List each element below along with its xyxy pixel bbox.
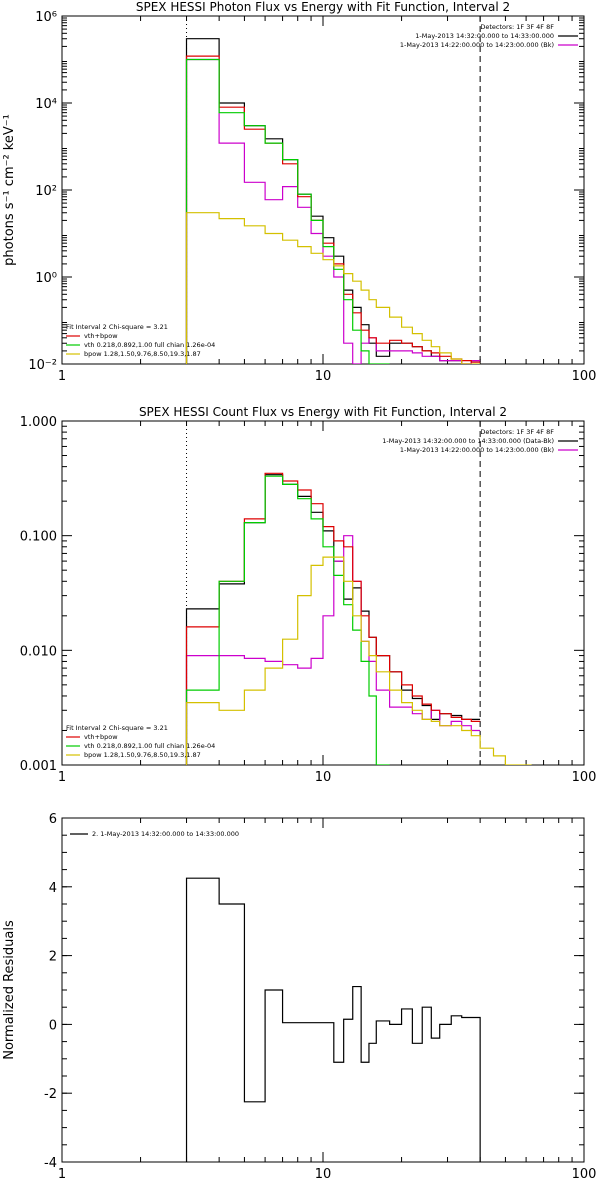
legend-entry: Fit Interval 2 Chi-square = 3.21: [66, 323, 168, 331]
legend-entry: Detectors: 1F 3F 4F 8F: [480, 428, 554, 436]
chart-panel-3: Normalized Residuals 1 10 100 -4 -2 0 2 4 6 2. 1-M…: [2, 812, 596, 1182]
legend-entry: 1-May-2013 14:32:00.000 to 14:33:00.000 …: [382, 437, 554, 445]
x-tick-label: 100: [572, 1167, 597, 1182]
series-total-line: [185, 55, 481, 364]
series-bk-line: [185, 58, 481, 364]
series-layer: [185, 472, 532, 765]
legend-entry: 2. 1-May-2013 14:32:00.000 to 14:33:00.0…: [92, 830, 239, 838]
chart-panel-2: SPEX HESSI Count Flux vs Energy with Fit…: [20, 405, 597, 785]
y-tick-label: 10²: [35, 184, 57, 199]
y-tick-label: -2: [44, 1087, 57, 1102]
x-tick-label: 10: [315, 770, 332, 785]
y-tick-label: 1.000: [20, 415, 57, 430]
series-layer: [185, 38, 481, 364]
y-tick-label: -4: [44, 1156, 57, 1171]
series-data-line: [185, 38, 481, 364]
plot-frame: [61, 817, 585, 1163]
legend-entry: 1-May-2013 14:32:00.000 to 14:33:00.000: [415, 32, 554, 40]
legend-entry: 1-May-2013 14:22:00.000 to 14:23:00.000 …: [400, 446, 554, 454]
y-tick-label: 0.100: [20, 530, 57, 545]
y-tick-label: 10⁰: [35, 271, 57, 286]
legend-entry: Fit Interval 2 Chi-square = 3.21: [66, 724, 168, 732]
chart-panel-1: SPEX HESSI Photon Flux vs Energy with Fi…: [2, 0, 596, 384]
y-tick-label: 4: [49, 881, 57, 896]
chart-title: SPEX HESSI Count Flux vs Energy with Fit…: [139, 405, 507, 419]
y-tick-label: 10⁴: [35, 97, 57, 112]
x-tick-label: 10: [315, 1167, 332, 1182]
legend-entry: Detectors: 1F 3F 4F 8F: [480, 23, 554, 31]
y-tick-label: 10⁶: [35, 10, 57, 25]
legend-entry: bpow 1.28,1.50,9.76,8.50,19.3,1.87: [84, 751, 201, 759]
y-tick-label: 6: [49, 812, 57, 827]
y-tick-label: 0.001: [20, 759, 57, 774]
series-residuals-line: [185, 877, 481, 1162]
legend-entry: 1-May-2013 14:22:00.000 to 14:23:00.000 …: [400, 41, 554, 49]
series-bpow-line: [185, 212, 481, 364]
legend-entry: vth 0.218,0.892,1.00 full chian 1.26e-04: [84, 341, 215, 349]
legend-entry: vth+bpow: [84, 332, 118, 340]
y-axis-label: Normalized Residuals: [2, 920, 17, 1060]
plot-frame: [61, 420, 585, 766]
x-tick-label: 1: [58, 369, 66, 384]
legend-entry: vth 0.218,0.892,1.00 full chian 1.26e-04: [84, 742, 215, 750]
plot-frame: [61, 15, 585, 365]
legend-entry: vth+bpow: [84, 733, 118, 741]
x-tick-label: 100: [572, 369, 597, 384]
y-tick-label: 0: [49, 1018, 57, 1033]
legend-entry: bpow 1.28,1.50,9.76,8.50,19.3,1.87: [84, 350, 201, 358]
series-vth-line: [185, 475, 390, 765]
y-tick-label: 10⁻²: [28, 358, 57, 373]
x-tick-label: 100: [572, 770, 597, 785]
x-tick-label: 1: [58, 770, 66, 785]
series-layer: [185, 877, 481, 1162]
y-tick-label: 0.010: [20, 644, 57, 659]
x-tick-label: 1: [58, 1167, 66, 1182]
y-tick-label: 2: [49, 950, 57, 965]
y-axis-label: photons s⁻¹ cm⁻² keV⁻¹: [2, 114, 17, 266]
x-tick-label: 10: [315, 369, 332, 384]
chart-title: SPEX HESSI Photon Flux vs Energy with Fi…: [136, 0, 510, 14]
series-bpow-line: [185, 556, 532, 765]
series-vth-line: [185, 58, 390, 364]
